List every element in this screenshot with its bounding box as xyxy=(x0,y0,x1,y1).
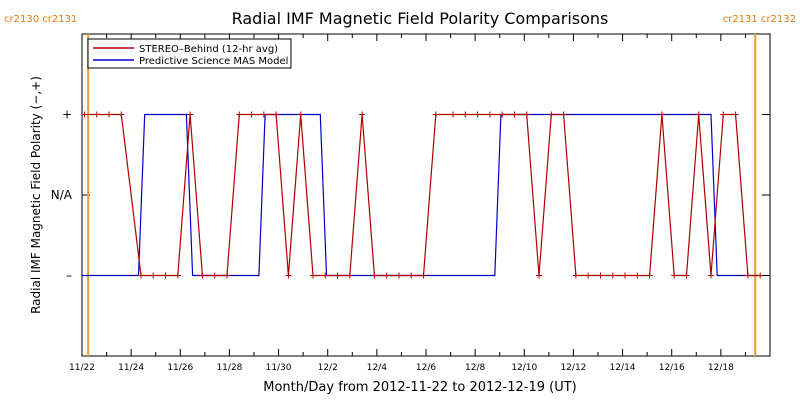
data-point xyxy=(720,111,727,118)
data-point xyxy=(322,272,329,279)
plot-frame xyxy=(81,33,771,357)
x-axis-label: Month/Day from 2012-11-22 to 2012-12-19 … xyxy=(263,380,576,395)
data-point xyxy=(137,272,144,279)
data-point xyxy=(658,111,665,118)
x-tick-label: 11/24 xyxy=(118,363,144,373)
y-tick-label: N/A xyxy=(51,188,73,202)
data-point xyxy=(634,272,641,279)
data-point xyxy=(708,272,715,279)
x-tick-label: 11/26 xyxy=(167,363,193,373)
data-point xyxy=(609,272,616,279)
legend: STEREO–Behind (12-hr avg) Predictive Sci… xyxy=(87,38,292,69)
data-point xyxy=(622,272,629,279)
data-point xyxy=(81,111,88,118)
data-point xyxy=(93,111,100,118)
data-point xyxy=(683,272,690,279)
data-point xyxy=(462,111,469,118)
y-axis-label: Radial IMF Magnetic Field Polarity (−,+) xyxy=(29,76,43,314)
y-tick-label: – xyxy=(66,269,72,283)
x-tick-label: 12/14 xyxy=(610,363,636,373)
carrington-markers: cr2130 cr2131 cr2131 cr2132 xyxy=(4,14,796,356)
data-point xyxy=(297,111,304,118)
legend-label-mas: Predictive Science MAS Model xyxy=(139,56,288,67)
data-point xyxy=(211,272,218,279)
legend-label-stereo: STEREO–Behind (12-hr avg) xyxy=(139,44,278,55)
chart-title: Radial IMF Magnetic Field Polarity Compa… xyxy=(232,9,609,28)
x-axis-ticks: 11/22 11/24 11/26 11/28 11/30 12/2 12/4 12/6 12/… xyxy=(69,34,771,373)
x-tick-label: 12/12 xyxy=(560,363,586,373)
x-tick-label: 12/8 xyxy=(465,363,485,373)
data-point xyxy=(334,272,341,279)
data-point xyxy=(118,111,125,118)
data-point xyxy=(285,272,292,279)
data-point xyxy=(371,272,378,279)
series-layer xyxy=(81,111,764,279)
x-tick-label: 12/16 xyxy=(659,363,685,373)
data-point xyxy=(646,272,653,279)
data-point xyxy=(309,272,316,279)
data-point xyxy=(273,111,280,118)
data-point xyxy=(150,272,157,279)
data-point xyxy=(474,111,481,118)
data-point xyxy=(174,272,181,279)
series-line xyxy=(82,113,758,277)
data-point xyxy=(523,111,530,118)
data-point xyxy=(560,111,567,118)
data-point xyxy=(408,272,415,279)
data-point xyxy=(486,111,493,118)
x-tick-label: 11/22 xyxy=(69,363,95,373)
data-point xyxy=(346,272,353,279)
data-point xyxy=(536,272,543,279)
data-point xyxy=(383,272,390,279)
data-point xyxy=(744,272,751,279)
data-point xyxy=(671,272,678,279)
y-tick-label: + xyxy=(62,108,72,122)
data-point xyxy=(499,111,506,118)
data-point xyxy=(597,272,604,279)
data-point xyxy=(572,272,579,279)
data-point xyxy=(511,111,518,118)
data-point xyxy=(236,111,243,118)
y-axis-ticks: + N/A – xyxy=(51,108,770,283)
data-point xyxy=(450,111,457,118)
data-point xyxy=(432,111,439,118)
data-point xyxy=(757,272,764,279)
data-point xyxy=(732,111,739,118)
x-tick-label: 11/28 xyxy=(216,363,242,373)
data-point xyxy=(395,272,402,279)
data-point xyxy=(420,272,427,279)
legend-box xyxy=(87,38,292,69)
data-point xyxy=(695,111,702,118)
data-point xyxy=(585,272,592,279)
data-point xyxy=(199,272,206,279)
x-tick-label: 12/6 xyxy=(416,363,436,373)
data-point xyxy=(548,111,555,118)
carrington-label: cr2131 cr2132 xyxy=(723,14,796,25)
data-point xyxy=(106,111,113,118)
series-line xyxy=(84,113,761,277)
data-point xyxy=(359,111,366,118)
x-tick-label: 11/30 xyxy=(266,363,292,373)
data-point xyxy=(248,111,255,118)
x-tick-label: 12/10 xyxy=(511,363,537,373)
data-point xyxy=(162,272,169,279)
carrington-label: cr2130 cr2131 xyxy=(4,14,77,25)
x-tick-label: 12/18 xyxy=(708,363,734,373)
x-tick-label: 12/4 xyxy=(367,363,387,373)
x-tick-label: 12/2 xyxy=(318,363,338,373)
data-point xyxy=(223,272,230,279)
data-point xyxy=(187,111,194,118)
data-point xyxy=(260,111,267,118)
